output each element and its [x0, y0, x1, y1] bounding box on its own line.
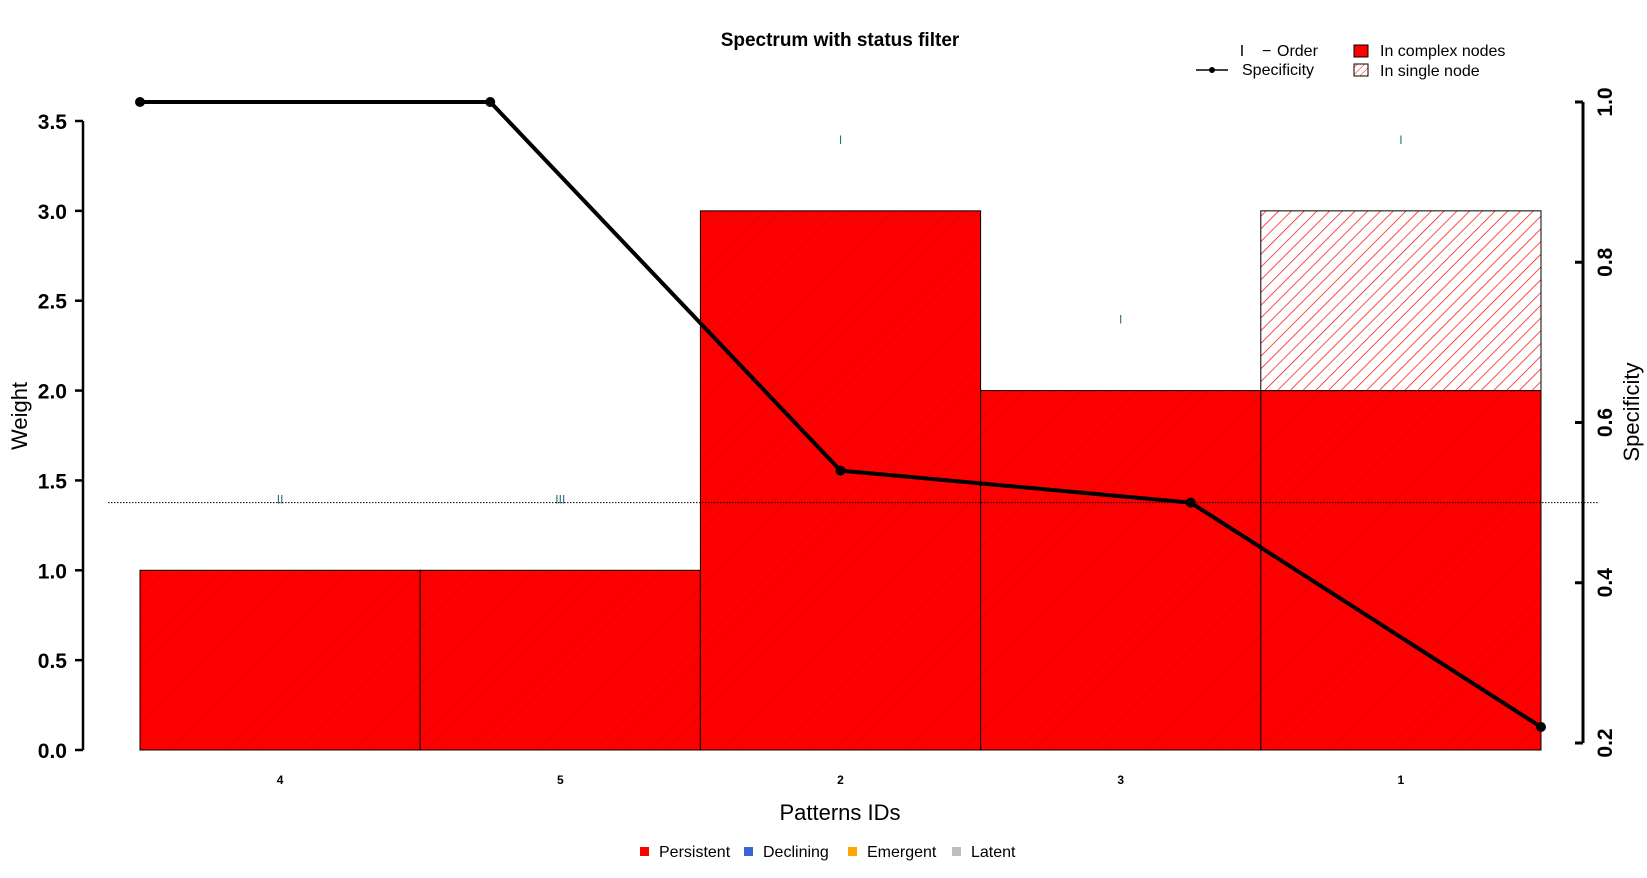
legend-order-label: Order [1277, 43, 1319, 60]
x-tick-label-2: 2 [837, 773, 844, 787]
specificity-point-4 [135, 97, 145, 107]
legend-order-dash: − [1262, 43, 1271, 60]
legend-single-node-swatch [1353, 63, 1369, 77]
specificity-point-1 [1536, 721, 1546, 732]
bar-pattern-5 [419, 569, 701, 751]
bar-pattern-1 [1260, 390, 1542, 751]
chart-title: Spectrum with status filter [721, 30, 960, 51]
y-tick-label: 0.0 [38, 740, 67, 763]
bars-group [139, 210, 1542, 751]
status-legend-swatch-emergent [848, 847, 857, 856]
specificity-point-5 [485, 97, 496, 107]
y2-tick-label: 1.0 [1594, 87, 1617, 116]
specificity-point-3 [1185, 497, 1196, 508]
y2-tick-label: 0.6 [1594, 408, 1617, 437]
y-tick-label: 1.0 [38, 560, 67, 583]
x-tick-label-1: 1 [1398, 773, 1405, 787]
legend-order-glyph: I [1240, 43, 1244, 60]
legend-specificity-point-icon [1209, 67, 1215, 73]
y-tick-label: 2.5 [38, 291, 68, 314]
status-legend: Persistent Declining Emergent Latent [640, 844, 1016, 861]
legend-complex-nodes-label: In complex nodes [1380, 43, 1505, 60]
legend-single-node-label: In single node [1380, 63, 1480, 80]
y-tick-label: 3.0 [38, 201, 67, 224]
bar-pattern-4 [139, 569, 421, 751]
x-tick-label-5: 5 [557, 773, 564, 787]
order-mark-4: II [277, 492, 284, 506]
specificity-point-2 [835, 465, 846, 476]
y2-tick-label: 0.2 [1594, 728, 1617, 757]
y-axis: 0.0 0.5 1.0 1.5 2.0 2.5 3.0 3.5 [38, 111, 85, 763]
bar-single-node-1 [1260, 210, 1542, 392]
y-tick-label: 3.5 [38, 111, 68, 134]
y2-tick-label: 0.8 [1594, 247, 1617, 277]
status-legend-swatch-persistent [640, 847, 649, 856]
order-mark-3: I [1119, 313, 1122, 327]
x-axis-label: Patterns IDs [779, 800, 900, 825]
order-mark-2: I [839, 133, 842, 147]
legend-specificity-label: Specificity [1242, 62, 1314, 79]
y2-axis-label: Specificity [1619, 362, 1644, 461]
y-axis-label: Weight [7, 382, 32, 450]
y2-tick-label: 0.4 [1594, 568, 1617, 598]
main-legend: I − Order Specificity In complex nodes I… [1196, 43, 1505, 80]
x-tick-labels: 4 5 2 3 1 [277, 773, 1405, 787]
bar-pattern-3 [980, 390, 1262, 751]
status-legend-label-emergent: Emergent [867, 844, 937, 861]
x-tick-label-4: 4 [277, 773, 284, 787]
status-legend-swatch-latent [952, 847, 961, 856]
order-mark-1: I [1399, 133, 1402, 147]
specificity-line-group [135, 97, 1546, 732]
y-tick-label: 1.5 [38, 470, 68, 493]
y-tick-label: 0.5 [38, 650, 68, 673]
y2-axis: 0.2 0.4 0.6 0.8 1.0 [1575, 87, 1617, 758]
status-legend-label-persistent: Persistent [659, 844, 731, 861]
x-tick-label-3: 3 [1117, 773, 1124, 787]
status-legend-label-latent: Latent [971, 844, 1016, 861]
status-legend-swatch-declining [744, 847, 753, 856]
legend-complex-nodes-swatch [1353, 44, 1369, 58]
y-tick-label: 2.0 [38, 381, 67, 404]
status-legend-label-declining: Declining [763, 844, 829, 861]
order-mark-5: III [555, 492, 565, 506]
